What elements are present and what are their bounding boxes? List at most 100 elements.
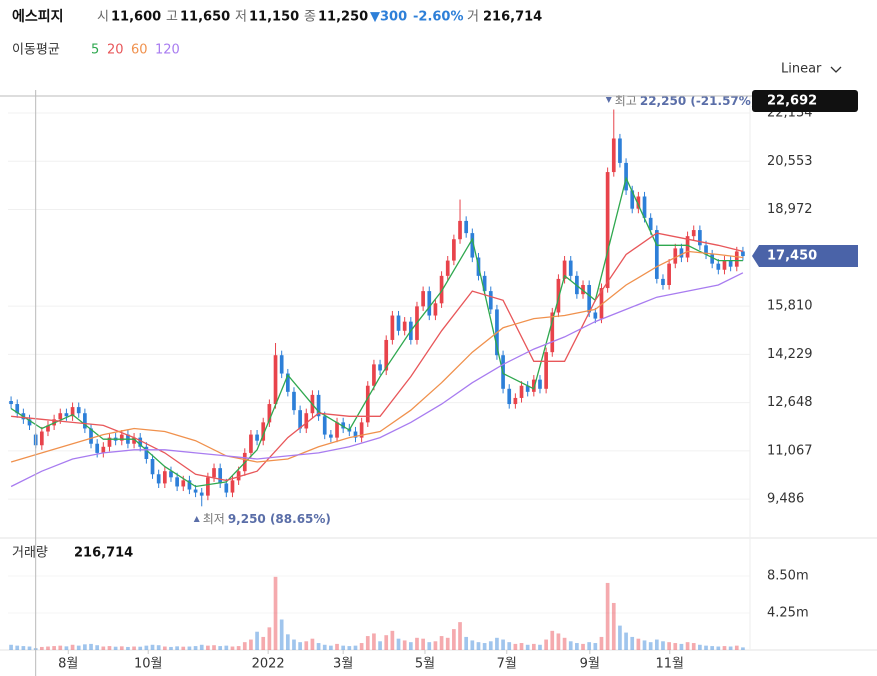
volume-bar (525, 644, 530, 650)
candle-body (630, 190, 635, 209)
volume-bar (464, 636, 469, 650)
candle-body (661, 278, 665, 286)
change-pct: -2.60% (413, 10, 464, 25)
candle-body (199, 492, 204, 496)
ma-legend-item: 120 (155, 43, 180, 58)
volume-bar (181, 646, 186, 650)
annotation-marker (193, 516, 200, 522)
candle-body (249, 434, 253, 453)
volume-bar (365, 636, 370, 650)
x-tick-label: 5월 (415, 657, 435, 672)
volume-bar (501, 639, 505, 650)
volume-bar (679, 643, 684, 650)
candle-body (716, 263, 721, 270)
volume-bar (648, 642, 653, 650)
y-tick-label: 20,553 (767, 154, 813, 169)
volume-bar (605, 582, 610, 650)
candle-body (39, 431, 44, 446)
candle-body (587, 285, 592, 313)
candle-body (593, 312, 598, 319)
volume-bar (390, 630, 395, 650)
volume-bar (279, 619, 284, 650)
volume-bar (482, 643, 487, 650)
volume-bar (716, 646, 721, 650)
x-tick-label: 3월 (333, 657, 353, 672)
candle-body (710, 254, 715, 264)
candle-body (691, 230, 696, 237)
volume-bar (642, 640, 647, 650)
candle-body (162, 471, 167, 484)
candle-body (605, 172, 610, 289)
volume-bar (581, 643, 585, 650)
candle-body (433, 303, 438, 316)
crosshair-price-box (752, 90, 858, 112)
candle-body (169, 471, 173, 478)
volume-bar (126, 646, 130, 650)
x-tick-label: 8월 (58, 657, 78, 672)
volume-bar (722, 646, 727, 650)
field-label: 시 (97, 10, 109, 25)
candle-body (488, 291, 493, 310)
volume-bar (212, 645, 216, 650)
candle-body (83, 413, 87, 429)
moving-average-line (11, 232, 744, 482)
y-tick-label: 14,229 (767, 347, 813, 362)
volume-bar (654, 639, 659, 650)
volume-bar (119, 646, 124, 650)
volume-bar (538, 644, 542, 650)
candle-body (206, 477, 210, 496)
volume-bar (445, 637, 450, 650)
candle-body (255, 434, 259, 441)
volume-bar (242, 642, 247, 650)
y-tick-label: 15,810 (767, 299, 813, 314)
candle-body (298, 410, 302, 429)
volume-bar (46, 646, 50, 650)
candle-body (365, 385, 370, 423)
candle-body (132, 437, 136, 444)
volume-bar (138, 646, 143, 650)
volume-bar (113, 646, 118, 650)
volume-bar (661, 641, 665, 650)
candle-body (335, 422, 339, 438)
scale-button-text[interactable]: Linear (781, 62, 822, 77)
volume-bar (310, 638, 315, 650)
candle-body (439, 275, 444, 304)
candle-body (599, 288, 604, 319)
volume-bar (267, 627, 272, 650)
volume-bar (199, 644, 204, 650)
volume-bar (408, 642, 413, 650)
candle-body (359, 422, 364, 438)
candle-body (445, 260, 450, 276)
chevron-icon[interactable] (830, 66, 842, 73)
volume-bar (64, 646, 69, 650)
moving-average-line (10, 272, 744, 488)
volume-bar (150, 644, 155, 650)
volume-bar (599, 636, 604, 650)
candle-body (421, 291, 425, 307)
volume-bar (329, 645, 333, 650)
candle-body (273, 355, 278, 405)
volume-bar (698, 644, 702, 650)
candle-body (46, 425, 50, 432)
candle-body (544, 352, 548, 389)
scale-button[interactable]: Linear (781, 62, 842, 77)
volume-bar (273, 576, 278, 650)
candle-body (550, 312, 555, 353)
volume-bar (21, 646, 26, 650)
y-tick-label: 12,648 (767, 395, 813, 410)
volume-bar (144, 645, 149, 650)
stock-name: 에스피지 (12, 9, 64, 25)
volume-bar (230, 646, 235, 650)
volume-bar (162, 646, 167, 650)
candle-body (685, 236, 690, 258)
volume-bar (341, 645, 346, 650)
ma-legend-item: 60 (131, 43, 148, 58)
candle-body (525, 385, 530, 392)
volume-bar (470, 640, 475, 650)
field-value: 11,600 (111, 10, 161, 25)
candle-body (58, 413, 63, 420)
candle-body (156, 474, 161, 484)
candle-body (704, 245, 708, 255)
volume-bar (618, 625, 622, 650)
candle-body (236, 471, 241, 481)
